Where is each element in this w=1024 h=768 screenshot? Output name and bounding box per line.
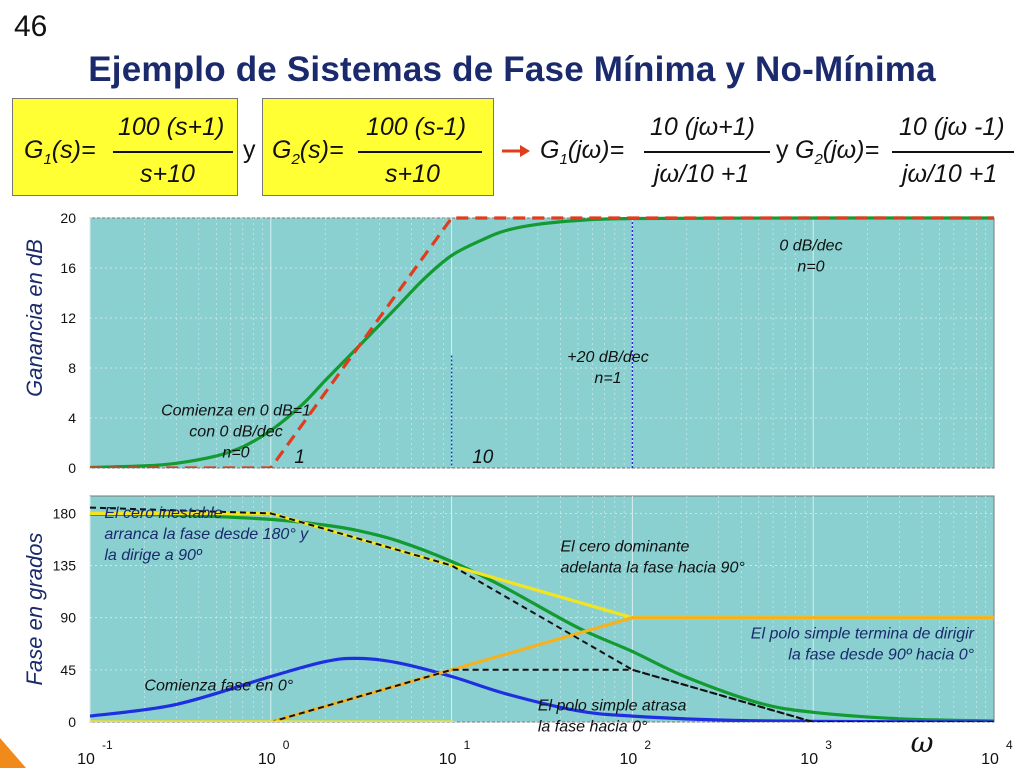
phase-ytick-label: 180 <box>53 505 77 521</box>
magnitude-ytick-label: 12 <box>60 310 76 326</box>
magnitude-annotation: 0 dB/dec n=0 <box>779 238 842 276</box>
phase-series-black-dashed-a <box>90 506 994 722</box>
phase-ytick-label: 135 <box>53 558 77 574</box>
phase-ytick-label: 45 <box>60 662 76 678</box>
magnitude-y-axis-label: Ganancia en dB <box>22 239 47 397</box>
magnitude-series-asymptotic <box>90 216 994 468</box>
x-tick-label: 10 <box>77 751 95 768</box>
x-tick-label: 10 <box>800 751 818 768</box>
phase-panel: 0 45 90 135 180 Fase en grados El cero inestab… <box>22 495 1013 768</box>
g1jw-denominator: jω/10 +1 <box>654 160 750 188</box>
magnitude-annotation: +20 dB/dec n=1 <box>567 349 648 387</box>
g1-formula-box <box>12 98 238 196</box>
phase-annotation: El cero inestable arranca la fase desde 1… <box>104 505 309 564</box>
phase-ytick-label: 90 <box>60 610 76 626</box>
phase-ytick-label: 0 <box>68 714 76 730</box>
magnitude-ytick-label: 20 <box>60 210 76 226</box>
phase-series-black-dashed-b <box>90 668 814 722</box>
g2-numerator: 100 (s-1) <box>366 113 467 141</box>
g1jw-numerator: 10 (jω+1) <box>650 113 755 141</box>
phase-series-orange <box>90 616 994 722</box>
g2jw-lhs: G2(jω)= <box>795 136 880 168</box>
magnitude-ytick-label: 4 <box>68 410 76 426</box>
g2jw-fraction-bar <box>892 151 1014 153</box>
x-tick-exponent: -1 <box>102 738 113 752</box>
phase-annotation: Comienza fase en 0° <box>144 678 293 695</box>
phase-series-blue <box>90 656 994 722</box>
g1-numerator: 100 (s+1) <box>118 113 225 141</box>
conjunction-y-2: y <box>776 136 789 164</box>
magnitude-annotation: 1 <box>294 447 305 468</box>
magnitude-plot-area <box>89 217 995 469</box>
x-tick-exponent: 1 <box>464 738 471 752</box>
x-tick-exponent: 4 <box>1006 738 1013 752</box>
g2jw-numerator: 10 (jω -1) <box>899 113 1005 141</box>
slide-number: 46 <box>14 10 48 43</box>
g2-formula-box <box>262 98 494 196</box>
g2-fraction-bar <box>358 151 482 153</box>
x-axis-label-omega: ω <box>911 726 934 759</box>
magnitude-annotation: 10 <box>472 447 494 468</box>
x-tick-exponent: 2 <box>644 738 651 752</box>
x-tick-label: 10 <box>258 751 276 768</box>
phase-annotation: El cero dominante adelanta la fase hacia … <box>560 539 745 577</box>
g1-denominator: s+10 <box>140 160 195 188</box>
phase-series-green <box>90 512 994 722</box>
magnitude-ytick-label: 16 <box>60 260 76 276</box>
x-tick-exponent: 0 <box>283 738 290 752</box>
phase-y-axis-label: Fase en grados <box>22 533 47 686</box>
x-tick-exponent: 3 <box>825 738 832 752</box>
conjunction-y-1: y <box>243 136 256 164</box>
magnitude-ytick-label: 0 <box>68 460 76 476</box>
x-tick-label: 10 <box>439 751 457 768</box>
g2-denominator: s+10 <box>385 160 440 188</box>
x-tick-label: 10 <box>981 751 999 768</box>
x-tick-label: 10 <box>620 751 638 768</box>
magnitude-ytick-label: 8 <box>68 360 76 376</box>
arrow-right-icon <box>502 145 530 157</box>
g1jw-lhs: G1(jω)= <box>540 136 625 168</box>
magnitude-panel: 0 4 8 12 16 20 Ganancia en dB Comienza en 0 dB=… <box>22 210 995 476</box>
g1-fraction-bar <box>113 151 233 153</box>
corner-accent-shape <box>0 738 26 768</box>
g1jw-fraction-bar <box>644 151 770 153</box>
magnitude-annotation: Comienza en 0 dB=1 con 0 dB/dec n=0 <box>161 403 311 462</box>
phase-annotation: El polo simple atrasa la fase hacia 0° <box>538 697 687 735</box>
phase-annotation: El polo simple termina de dirigir la fase… <box>751 626 975 664</box>
slide-title: Ejemplo de Sistemas de Fase Mínima y No-… <box>88 50 936 89</box>
g2-lhs: G2(s)= <box>272 136 344 168</box>
g2jw-denominator: jω/10 +1 <box>902 160 998 188</box>
g1-lhs: G1(s)= <box>24 136 96 168</box>
